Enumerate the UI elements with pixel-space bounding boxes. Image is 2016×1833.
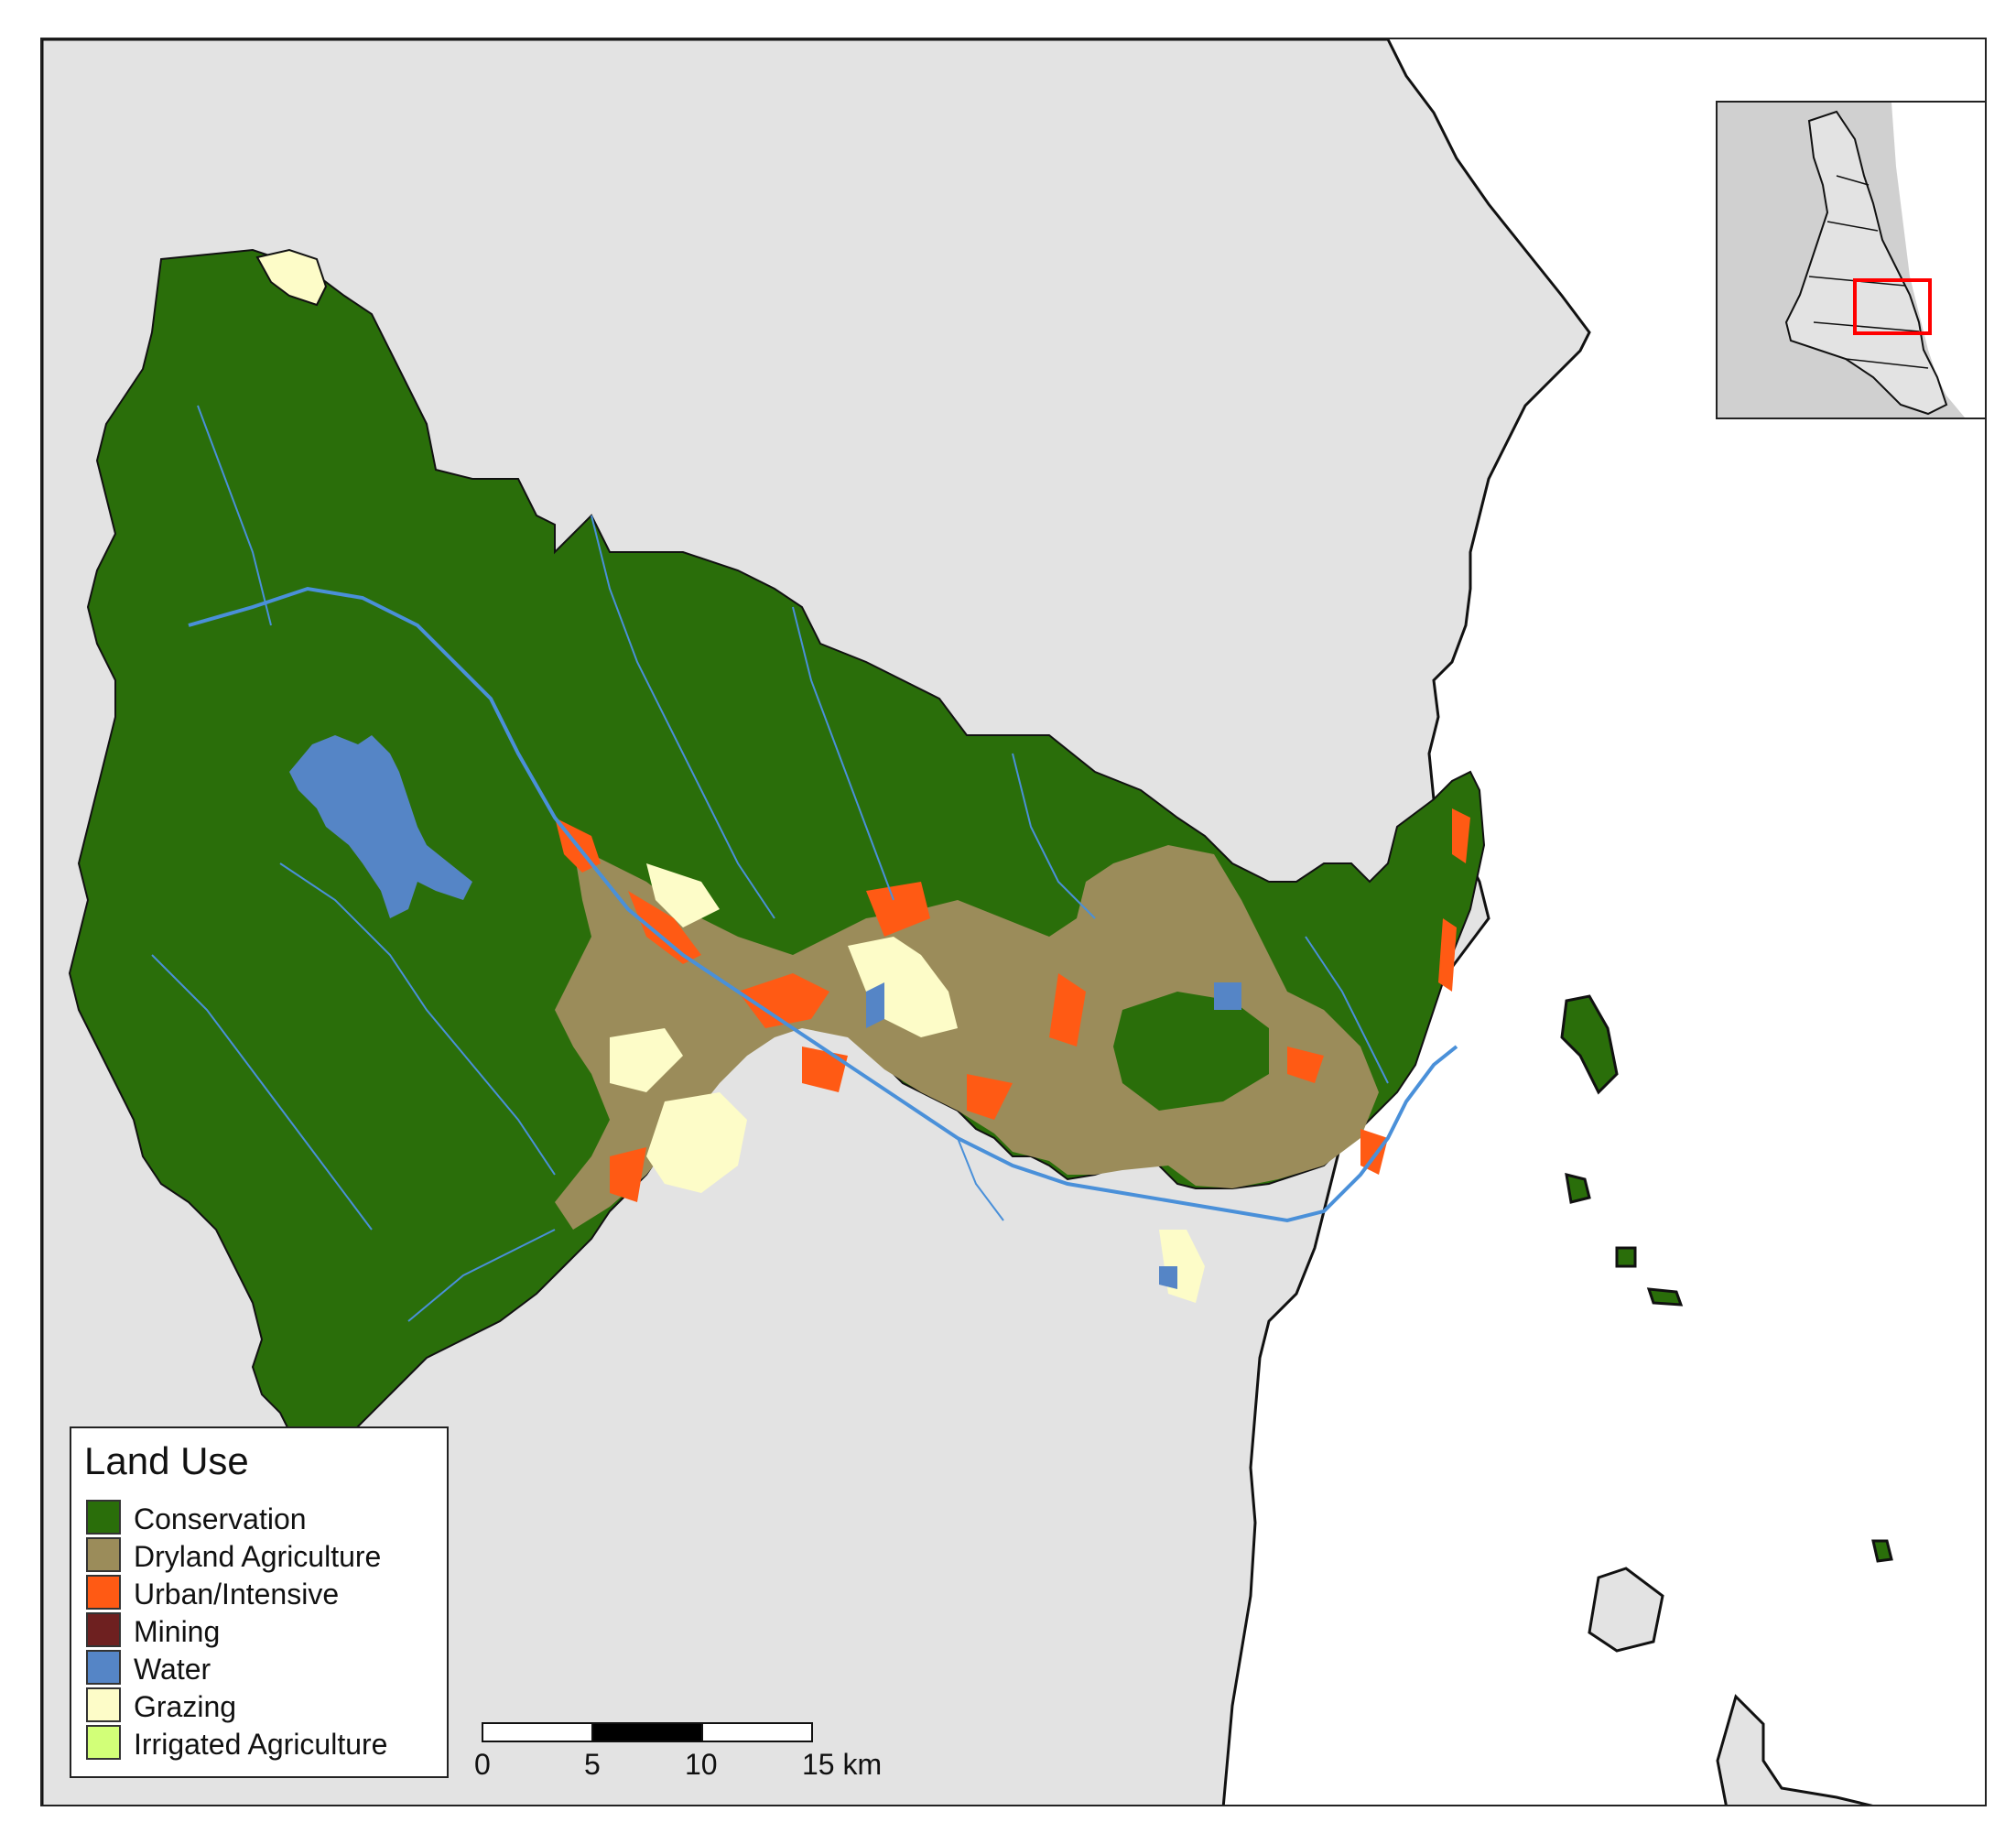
scale-bar: 0 5 10 15 km bbox=[474, 1722, 884, 1795]
legend-label: Conservation bbox=[134, 1502, 307, 1535]
legend-swatch-irrigated-agriculture bbox=[86, 1725, 121, 1760]
legend-label: Water bbox=[134, 1653, 211, 1686]
offshore-island bbox=[1588, 1567, 1664, 1653]
map-frame: Land Use Conservation Dryland Agricultur… bbox=[40, 38, 1987, 1806]
grazing-patch bbox=[646, 863, 720, 927]
inset-svg bbox=[1784, 103, 1985, 418]
legend-item-dryland-agriculture: Dryland Agriculture bbox=[86, 1537, 443, 1574]
tributary bbox=[279, 862, 556, 1176]
legend-item-grazing: Grazing bbox=[86, 1687, 443, 1724]
grazing-patch bbox=[646, 1092, 747, 1193]
legend-item-irrigated-agriculture: Irrigated Agriculture bbox=[86, 1725, 443, 1762]
legend-label: Irrigated Agriculture bbox=[134, 1728, 388, 1761]
main-river bbox=[188, 586, 1458, 1223]
legend: Land Use Conservation Dryland Agricultur… bbox=[70, 1426, 449, 1778]
legend-title: Land Use bbox=[84, 1439, 249, 1482]
water-patch bbox=[866, 982, 884, 1028]
reservoir-water bbox=[289, 735, 472, 918]
legend-swatch-urban-intensive bbox=[86, 1575, 121, 1610]
legend-label: Urban/Intensive bbox=[134, 1578, 340, 1611]
scale-segment-2 bbox=[591, 1722, 703, 1742]
dryland-agriculture-area bbox=[555, 845, 1379, 1230]
locator-inset-map bbox=[1716, 101, 1985, 419]
scale-label-0: 0 bbox=[474, 1748, 491, 1781]
urban-patch bbox=[1287, 1047, 1324, 1083]
legend-label: Mining bbox=[134, 1615, 221, 1648]
tributary bbox=[1305, 936, 1389, 1084]
urban-patch bbox=[610, 1147, 646, 1202]
offshore-island bbox=[1646, 1287, 1684, 1307]
legend-swatch-dryland-agriculture bbox=[86, 1537, 121, 1572]
land-use-map bbox=[42, 39, 1893, 1805]
inset-sea bbox=[1891, 103, 1985, 418]
inset-region bbox=[1784, 110, 1948, 416]
tributary bbox=[1012, 753, 1096, 919]
urban-patch bbox=[738, 973, 829, 1028]
legend-label: Grazing bbox=[134, 1690, 237, 1723]
scale-segment-3 bbox=[701, 1722, 813, 1742]
tributary bbox=[151, 954, 373, 1231]
tributary bbox=[792, 606, 894, 901]
grazing-patch bbox=[610, 1028, 683, 1092]
offshore-island bbox=[1871, 1539, 1893, 1563]
offshore-island bbox=[1615, 1246, 1637, 1268]
legend-item-conservation: Conservation bbox=[86, 1500, 443, 1536]
conservation-patch bbox=[1113, 992, 1269, 1111]
inset-extent-box bbox=[1853, 278, 1932, 335]
water-patch bbox=[1159, 1266, 1177, 1289]
scale-label-15km: 15 km bbox=[802, 1748, 883, 1781]
offshore-island bbox=[1565, 1172, 1591, 1204]
urban-patch bbox=[1049, 973, 1086, 1047]
legend-swatch-grazing bbox=[86, 1687, 121, 1722]
legend-swatch-conservation bbox=[86, 1500, 121, 1535]
urban-patch bbox=[1452, 808, 1470, 863]
legend-swatch-mining bbox=[86, 1612, 121, 1647]
legend-swatch-water bbox=[86, 1650, 121, 1685]
legend-item-urban-intensive: Urban/Intensive bbox=[86, 1575, 443, 1611]
water-patch bbox=[1214, 982, 1241, 1010]
grazing-patch bbox=[255, 248, 328, 307]
southern-island bbox=[1716, 1694, 1873, 1805]
grazing-patch bbox=[848, 937, 958, 1037]
tributary bbox=[197, 405, 272, 626]
scale-label-10: 10 bbox=[685, 1748, 718, 1781]
urban-patch bbox=[967, 1074, 1013, 1120]
offshore-island bbox=[1560, 994, 1619, 1095]
urban-patch bbox=[628, 891, 701, 964]
scale-segment-1 bbox=[482, 1722, 593, 1742]
legend-item-mining: Mining bbox=[86, 1612, 443, 1649]
urban-patch bbox=[866, 882, 930, 937]
tributary bbox=[591, 515, 775, 919]
tributary bbox=[957, 1137, 1004, 1221]
scale-label-5: 5 bbox=[584, 1748, 601, 1781]
legend-label: Dryland Agriculture bbox=[134, 1540, 382, 1573]
legend-item-water: Water bbox=[86, 1650, 443, 1687]
tributary bbox=[407, 1229, 556, 1322]
urban-patch bbox=[1438, 918, 1457, 992]
